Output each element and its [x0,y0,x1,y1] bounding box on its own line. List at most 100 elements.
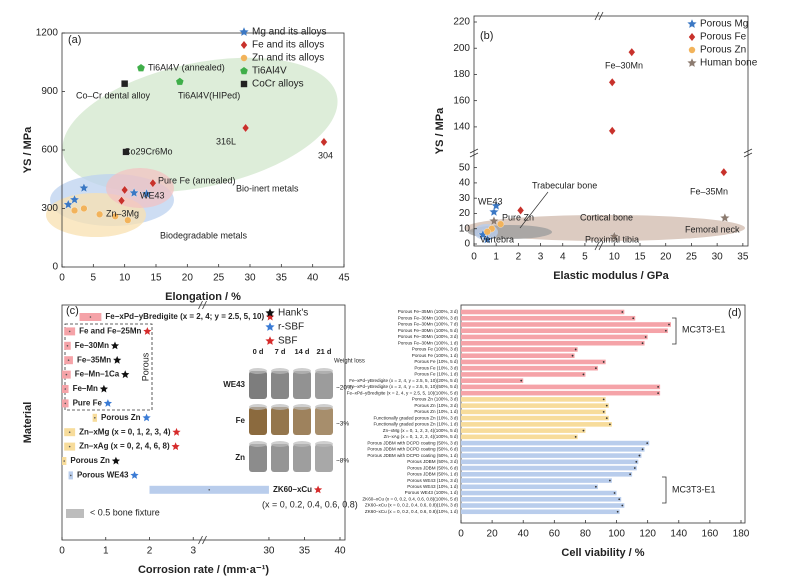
point [141,188,152,199]
bar [461,315,636,321]
point [80,204,88,213]
bar-end-dot [635,460,638,463]
annotation: 316L [216,136,236,146]
annotation: Pure Zn [502,212,534,222]
legend-label: Mg and its alloys [252,27,326,38]
category-label: Porous Zn [101,413,141,422]
bar-dot [89,316,92,318]
annotation: < 0.5 bone fixture [90,507,160,517]
point [149,178,157,188]
category-label: Porous WE43 (100%, 1 d) [405,490,459,495]
bar-dot [69,474,72,477]
bar-end-dot [605,404,608,407]
legend-label: Fe and its alloys [252,40,324,51]
annotation: 304 [318,150,333,160]
sample-top [293,368,311,374]
annotation: Femoral neck [685,224,740,234]
inset-loss: ~3% [336,421,349,428]
legend-symbol [688,46,696,54]
sample-photo [315,407,333,435]
bar-end-dot [668,323,670,326]
annotation: Co–Cr dental alloy [76,90,151,100]
x-tick-label: 2 [147,546,153,557]
sample-top [315,368,333,374]
sample-photo [315,444,333,472]
annotation: Cortical bone [580,212,633,222]
inset-column: 21 d [316,347,331,356]
bar-end-dot [594,367,597,370]
sample-photo [271,407,289,435]
category-label: Porous WE43 (10%, 3 d) [407,478,458,483]
y-tick-label: 1200 [36,28,59,39]
point [121,80,129,88]
medium-marker [266,312,275,321]
annotation: Ti6Al4V(HIPed) [178,90,240,100]
annotation: (d) [728,307,741,319]
annotation: (b) [480,30,493,42]
bar [461,403,609,408]
bar-end-dot [574,348,577,351]
bar-end-dot [574,435,577,438]
porous-box [64,323,153,411]
y-tick-label: 180 [453,69,470,80]
medium-marker [314,485,323,494]
bar-end-dot [616,510,619,513]
bar-dot [68,445,71,448]
legend-symbol [239,27,249,36]
x-tick-label: 0 [458,529,464,540]
pointer [519,191,549,229]
medium-marker [121,370,130,379]
annotation: Co29Cr6Mo [124,146,173,156]
legend-label: CoCr alloys [252,79,304,90]
point [719,212,731,223]
category-label: Porous Zn (10%, 3 d) [414,403,458,408]
category-label: Fe–xPd–yBredigite (x = 2, 4, y = 2.5, 5,… [349,384,458,389]
category-label: Functionally graded porous Zn (10%, 1 d) [373,422,458,427]
legend-symbol [240,80,248,88]
annotation: Ti6Al4V (annealed) [148,62,225,72]
y-tick-label: 900 [41,86,58,97]
bar [461,378,524,383]
category-label: Porous JDBM with DCPD coating (50%, 6 d) [367,447,458,452]
category-label: Porous Fe (100%, 1 d) [412,353,459,358]
category-label: Porous Zn [70,456,110,465]
point [609,230,620,241]
bar-dot [64,388,67,390]
y-tick-label: 10 [459,223,471,234]
bar-end-dot [641,448,644,451]
medium-marker [130,471,139,479]
legend-label: Hank's [278,308,308,319]
category-label: Porous JDBM with DCPD coating (50%, 3 d) [367,440,458,445]
axis-break [594,241,604,251]
bar-end-dot [657,392,660,395]
annotation: MC3T3-E1 [682,324,726,334]
sample-top [271,404,289,410]
bar [461,390,661,396]
x-tick-label: 20 [182,273,194,284]
category-label: Porous Fe–35Mn (100%, 3 d) [398,309,459,314]
point [608,77,616,87]
x-tick-label: 45 [338,273,350,284]
category-label: Zn–xAg (x = 0, 1, 2, 3, 4)(100%, 5 d) [384,434,459,439]
point [111,212,119,220]
x-tick-label: 1 [103,546,109,557]
bar [461,484,598,490]
x-tick-label: 15 [150,273,162,284]
bar-end-dot [594,485,597,488]
legend-symbol [265,308,275,317]
bar [461,409,606,415]
category-label: Porous Zn (100%, 3 d) [412,397,459,402]
category-label: Zn–xMg (x = 0, 1, 2, 3, 4)(100%, 5 d) [383,428,459,433]
bar-end-dot [571,354,574,357]
bar-end-dot [582,373,585,376]
bar-end-dot [618,498,621,501]
x-tick-label: 5 [91,273,97,284]
point [71,206,79,214]
bar [461,428,586,433]
x-tick-label: 35 [276,273,288,284]
plot-frame [473,15,749,247]
x-tick-label: 40 [307,273,319,284]
bar [461,397,606,402]
x-tick-label: 60 [549,529,561,540]
